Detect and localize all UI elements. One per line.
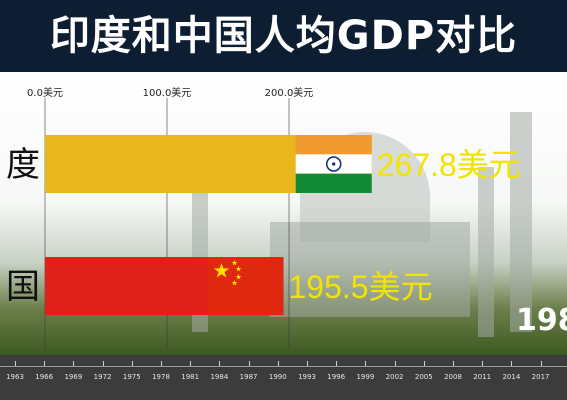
timeline-tick — [248, 361, 250, 366]
timeline-year-label: 1963 — [6, 373, 24, 381]
india-flag-icon — [295, 135, 372, 193]
timeline-tick — [365, 361, 367, 366]
timeline-year-label: 1969 — [64, 373, 83, 381]
timeline-year-label: 2002 — [385, 373, 404, 381]
timeline-year-label: 1990 — [268, 373, 287, 381]
timeline-year-label: 1978 — [152, 373, 170, 381]
timeline-year-label: 2005 — [414, 373, 433, 381]
chart-area-background — [0, 72, 567, 400]
category-label-1: 国 — [6, 267, 40, 307]
timeline-tick — [307, 361, 308, 366]
timeline-tick — [453, 361, 454, 366]
timeline-year-label: 1981 — [181, 373, 200, 381]
timeline-year-label: 1966 — [35, 373, 54, 381]
timeline-year-label: 2008 — [444, 373, 462, 381]
timeline-year-label: 2011 — [473, 373, 492, 381]
timeline-tick — [73, 361, 75, 366]
timeline-tick — [423, 361, 425, 366]
timeline-year-label: 1996 — [327, 373, 346, 381]
timeline-year-label: 2017 — [531, 373, 550, 381]
timeline-tick — [102, 361, 104, 366]
timeline-tick — [511, 361, 513, 366]
timeline-tick — [277, 361, 279, 366]
timeline-tick — [336, 361, 338, 366]
timeline-tick — [131, 361, 133, 366]
bar-layer — [45, 135, 372, 315]
category-label-0: 度 — [6, 145, 40, 185]
timeline-year-label: 1999 — [356, 373, 375, 381]
china-flag-icon — [207, 257, 284, 315]
axis-tick-label-0: 0.0美元 — [27, 86, 63, 99]
timeline-tick — [15, 361, 16, 366]
timeline-year-label: 1975 — [122, 373, 141, 381]
timeline-line — [0, 366, 567, 367]
timeline-tick — [44, 361, 46, 366]
timeline-tick — [482, 361, 484, 366]
background-tower — [510, 112, 532, 332]
timeline-tick — [161, 361, 162, 366]
timeline-tick — [540, 361, 542, 366]
chart-title: 印度和中国人均GDP对比 — [49, 13, 518, 59]
axis-tick-label-1: 100.0美元 — [143, 86, 192, 99]
title-bar: 印度和中国人均GDP对比 — [0, 0, 567, 72]
year-label: 198 — [516, 303, 567, 338]
timeline-tick — [394, 361, 396, 366]
timeline-year-label: 1984 — [210, 373, 229, 381]
timeline-tick — [219, 361, 221, 366]
timeline-year-label: 1987 — [239, 373, 258, 381]
background-tower — [478, 167, 494, 337]
timeline-year-label: 1972 — [93, 373, 112, 381]
timeline-year-label: 1993 — [298, 373, 316, 381]
value-label-1: 195.5美元 — [289, 269, 433, 305]
timeline-year-label: 2014 — [502, 373, 521, 381]
background-building — [270, 222, 470, 317]
timeline-tick — [190, 361, 192, 366]
value-label-0: 267.8美元 — [377, 147, 521, 183]
axis-tick-label-2: 200.0美元 — [265, 86, 314, 99]
year-timeline[interactable]: 1963 1966 1969 1972 1975 1978 1981 1984 1987 1990… — [0, 355, 567, 400]
